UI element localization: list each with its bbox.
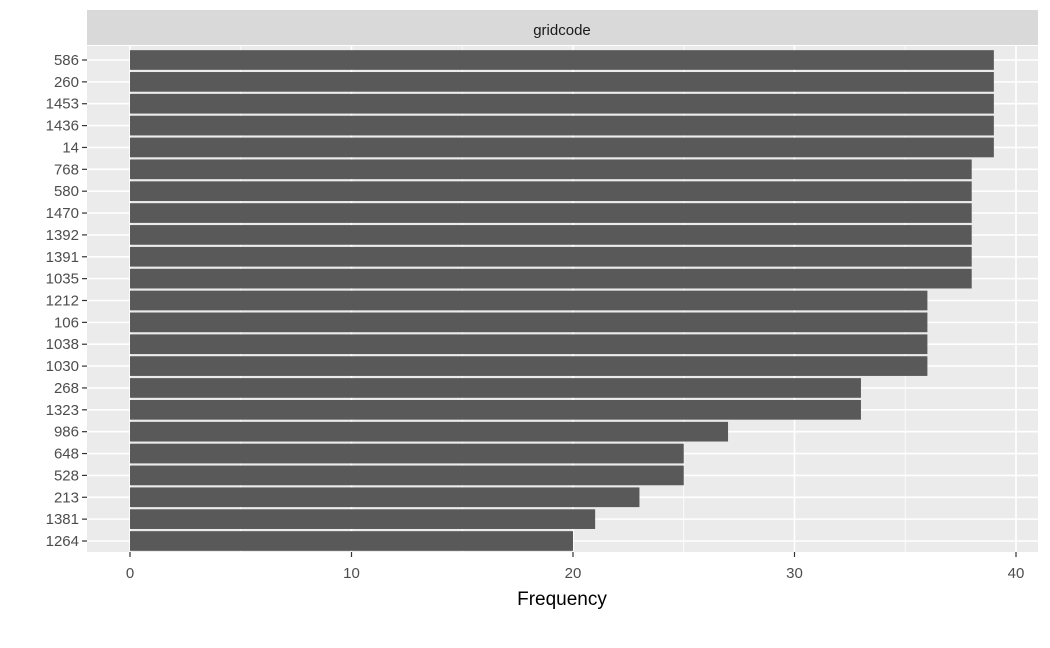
bar [130, 159, 972, 180]
y-tick-label: 268 [54, 380, 79, 397]
x-axis-title: Frequency [517, 589, 607, 610]
bar [130, 290, 928, 311]
x-tick-label: 30 [786, 565, 803, 582]
bar [130, 50, 994, 70]
y-tick-label: 1391 [46, 249, 79, 266]
y-tick-label: 1030 [46, 358, 79, 375]
y-tick-label: 1392 [46, 227, 79, 244]
y-tick-label: 648 [54, 446, 79, 463]
bars [130, 50, 994, 551]
y-tick-label: 986 [54, 424, 79, 441]
bar [130, 93, 994, 114]
strip-background [87, 10, 1038, 45]
bar [130, 181, 972, 202]
y-tick-label: 528 [54, 467, 79, 484]
x-axis: 0 10 20 30 40 [126, 552, 1025, 582]
bar [130, 246, 972, 267]
bar [130, 443, 684, 464]
facet-strip-label: gridcode [533, 22, 591, 39]
bar [130, 399, 861, 420]
bar [130, 72, 994, 92]
y-tick-label: 1038 [46, 336, 79, 353]
bar [130, 509, 596, 529]
y-tick-label: 1264 [46, 533, 79, 550]
y-tick-label: 1436 [46, 118, 79, 135]
y-tick-label: 1453 [46, 96, 79, 113]
y-tick-label: 106 [54, 314, 79, 331]
bar [130, 421, 729, 442]
y-tick-label: 1212 [46, 293, 79, 310]
y-axis: 586 260 1453 1436 14 768 580 1470 1392 1391 1035 12… [46, 52, 87, 550]
x-tick-label: 10 [343, 565, 360, 582]
x-tick-label: 20 [565, 565, 582, 582]
bar [130, 225, 972, 245]
bar [130, 465, 684, 486]
y-tick-label: 768 [54, 161, 79, 178]
bar [130, 356, 928, 376]
bar [130, 378, 861, 398]
bar [130, 312, 928, 333]
bar [130, 268, 972, 289]
y-tick-label: 1381 [46, 511, 79, 528]
y-tick-label: 213 [54, 489, 79, 506]
x-tick-label: 40 [1008, 565, 1025, 582]
bar [130, 137, 994, 158]
bar [130, 334, 928, 355]
y-tick-label: 1035 [46, 271, 79, 288]
x-tick-label: 0 [126, 565, 134, 582]
y-tick-label: 580 [54, 183, 79, 200]
y-tick-label: 1470 [46, 205, 79, 222]
bar [130, 487, 640, 508]
y-tick-label: 14 [62, 139, 79, 156]
bar [130, 203, 972, 223]
y-tick-label: 1323 [46, 402, 79, 419]
y-tick-label: 260 [54, 74, 79, 91]
y-tick-label: 586 [54, 52, 79, 69]
bar [130, 531, 573, 551]
bar [130, 115, 994, 136]
